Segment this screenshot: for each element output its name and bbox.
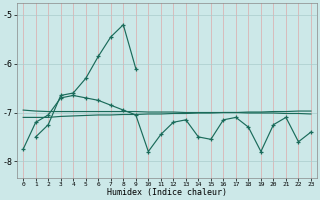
X-axis label: Humidex (Indice chaleur): Humidex (Indice chaleur) [107,188,227,197]
